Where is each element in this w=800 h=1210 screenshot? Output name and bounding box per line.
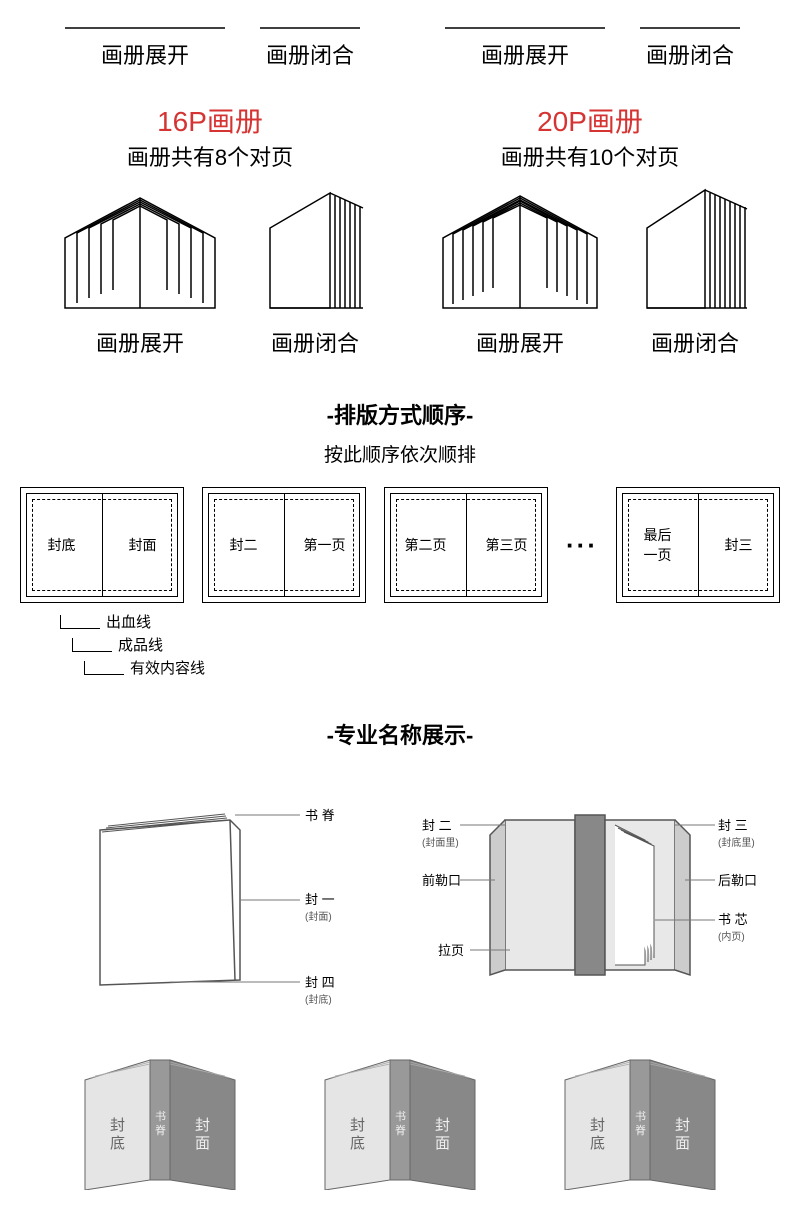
spread-right: 第一页 bbox=[284, 488, 365, 602]
legend-trim: 成品线 bbox=[118, 634, 163, 655]
label-closed: 画册闭合 bbox=[635, 326, 755, 358]
bottom-book: 封底 书脊 封面 bbox=[305, 1030, 495, 1190]
label-open: 画册展开 bbox=[435, 38, 615, 70]
callout-cover1: 封 一(封面) bbox=[305, 892, 335, 924]
callout-cover2: 封 二(封面里) bbox=[422, 818, 459, 850]
book-open-icon bbox=[425, 178, 615, 318]
spread-left: 封二 bbox=[203, 488, 284, 602]
spread-box: 第二页 第三页 bbox=[384, 487, 548, 603]
callout-text-block: 书 芯(内页) bbox=[718, 912, 748, 944]
book-open-icon bbox=[55, 10, 235, 30]
spread-left: 封底 bbox=[21, 488, 102, 602]
label-closed: 画册闭合 bbox=[635, 38, 745, 70]
spread-right: 第三页 bbox=[466, 488, 547, 602]
label-closed: 画册闭合 bbox=[255, 38, 365, 70]
svg-text:封底: 封底 bbox=[350, 1117, 365, 1152]
ellipsis: ··· bbox=[566, 530, 598, 561]
top-partial-row: 画册展开 画册闭合 画册展开 画册闭合 bbox=[0, 0, 800, 80]
bottom-book: 封底 书脊 封面 bbox=[545, 1030, 735, 1190]
svg-text:封面: 封面 bbox=[675, 1117, 690, 1152]
open-book-diagram-icon bbox=[420, 780, 760, 1000]
spread-box: 封二 第一页 bbox=[202, 487, 366, 603]
label-open: 画册展开 bbox=[425, 326, 615, 358]
svg-text:封面: 封面 bbox=[435, 1117, 450, 1152]
standing-book-icon: 封底 书脊 封面 bbox=[545, 1030, 735, 1190]
book-open-icon bbox=[45, 178, 235, 318]
group-title: 20P画册 bbox=[537, 100, 643, 140]
legend-safe: 有效内容线 bbox=[130, 657, 205, 678]
callout-front-flap: 前勒口 bbox=[422, 873, 461, 889]
bottom-book: 封底 书脊 封面 bbox=[65, 1030, 255, 1190]
layout-sub: 按此顺序依次顺排 bbox=[0, 440, 800, 467]
naming-open-book: 封 二(封面里) 前勒口 拉页 封 三(封底里) 后勒口 书 芯(内页) bbox=[420, 780, 760, 1000]
label-open: 画册展开 bbox=[45, 326, 235, 358]
top-group-right: 画册展开 画册闭合 bbox=[420, 10, 760, 70]
book-closed-icon bbox=[635, 10, 745, 30]
spread-right: 封面 bbox=[102, 488, 183, 602]
callout-cover4: 封 四(封底) bbox=[305, 975, 335, 1007]
layout-header: -排版方式顺序- bbox=[0, 398, 800, 430]
naming-header: -专业名称展示- bbox=[0, 718, 800, 750]
spread-left: 最后 一页 bbox=[617, 488, 698, 602]
callout-cover3: 封 三(封底里) bbox=[718, 818, 755, 850]
group-subtitle: 画册共有10个对页 bbox=[501, 140, 679, 172]
group-subtitle: 画册共有8个对页 bbox=[127, 140, 293, 172]
book-closed-icon bbox=[635, 178, 755, 318]
callout-foldout: 拉页 bbox=[438, 943, 464, 959]
bottom-books-row: 封底 书脊 封面 封底 书脊 封面 bbox=[0, 1020, 800, 1210]
label-open: 画册展开 bbox=[55, 38, 235, 70]
standing-book-icon: 封底 书脊 封面 bbox=[305, 1030, 495, 1190]
book-closed-icon bbox=[255, 10, 365, 30]
spread-box: 封底 封面 bbox=[20, 487, 184, 603]
book-open-icon bbox=[435, 10, 615, 30]
spread-box: 最后 一页 封三 bbox=[616, 487, 780, 603]
naming-row: 书 脊 封 一(封面) 封 四(封底) bbox=[0, 760, 800, 1020]
front-label: 封面 bbox=[195, 1117, 210, 1152]
naming-closed-book: 书 脊 封 一(封面) 封 四(封底) bbox=[40, 780, 380, 1000]
spread-right: 封三 bbox=[698, 488, 779, 602]
top-group-left: 画册展开 画册闭合 bbox=[40, 10, 380, 70]
callout-spine: 书 脊 bbox=[305, 808, 335, 824]
main-groups-row: 16P画册 画册共有8个对页 bbox=[0, 80, 800, 368]
legend-bleed: 出血线 bbox=[106, 611, 151, 632]
svg-text:封底: 封底 bbox=[590, 1117, 605, 1152]
group-16p: 16P画册 画册共有8个对页 bbox=[40, 90, 380, 358]
book-closed-icon bbox=[255, 178, 375, 318]
back-label: 封底 bbox=[110, 1117, 125, 1152]
standing-book-icon: 封底 书脊 封面 bbox=[65, 1030, 255, 1190]
group-title: 16P画册 bbox=[157, 100, 263, 140]
layout-spreads: 封底 封面 封二 第一页 第二页 第三页 ··· 最后 一页 封三 bbox=[0, 487, 800, 603]
layout-legend: 出血线 成品线 有效内容线 bbox=[60, 611, 800, 678]
spread-left: 第二页 bbox=[385, 488, 466, 602]
callout-back-flap: 后勒口 bbox=[718, 873, 757, 889]
group-20p: 20P画册 画册共有10个对页 bbox=[420, 90, 760, 358]
label-closed: 画册闭合 bbox=[255, 326, 375, 358]
